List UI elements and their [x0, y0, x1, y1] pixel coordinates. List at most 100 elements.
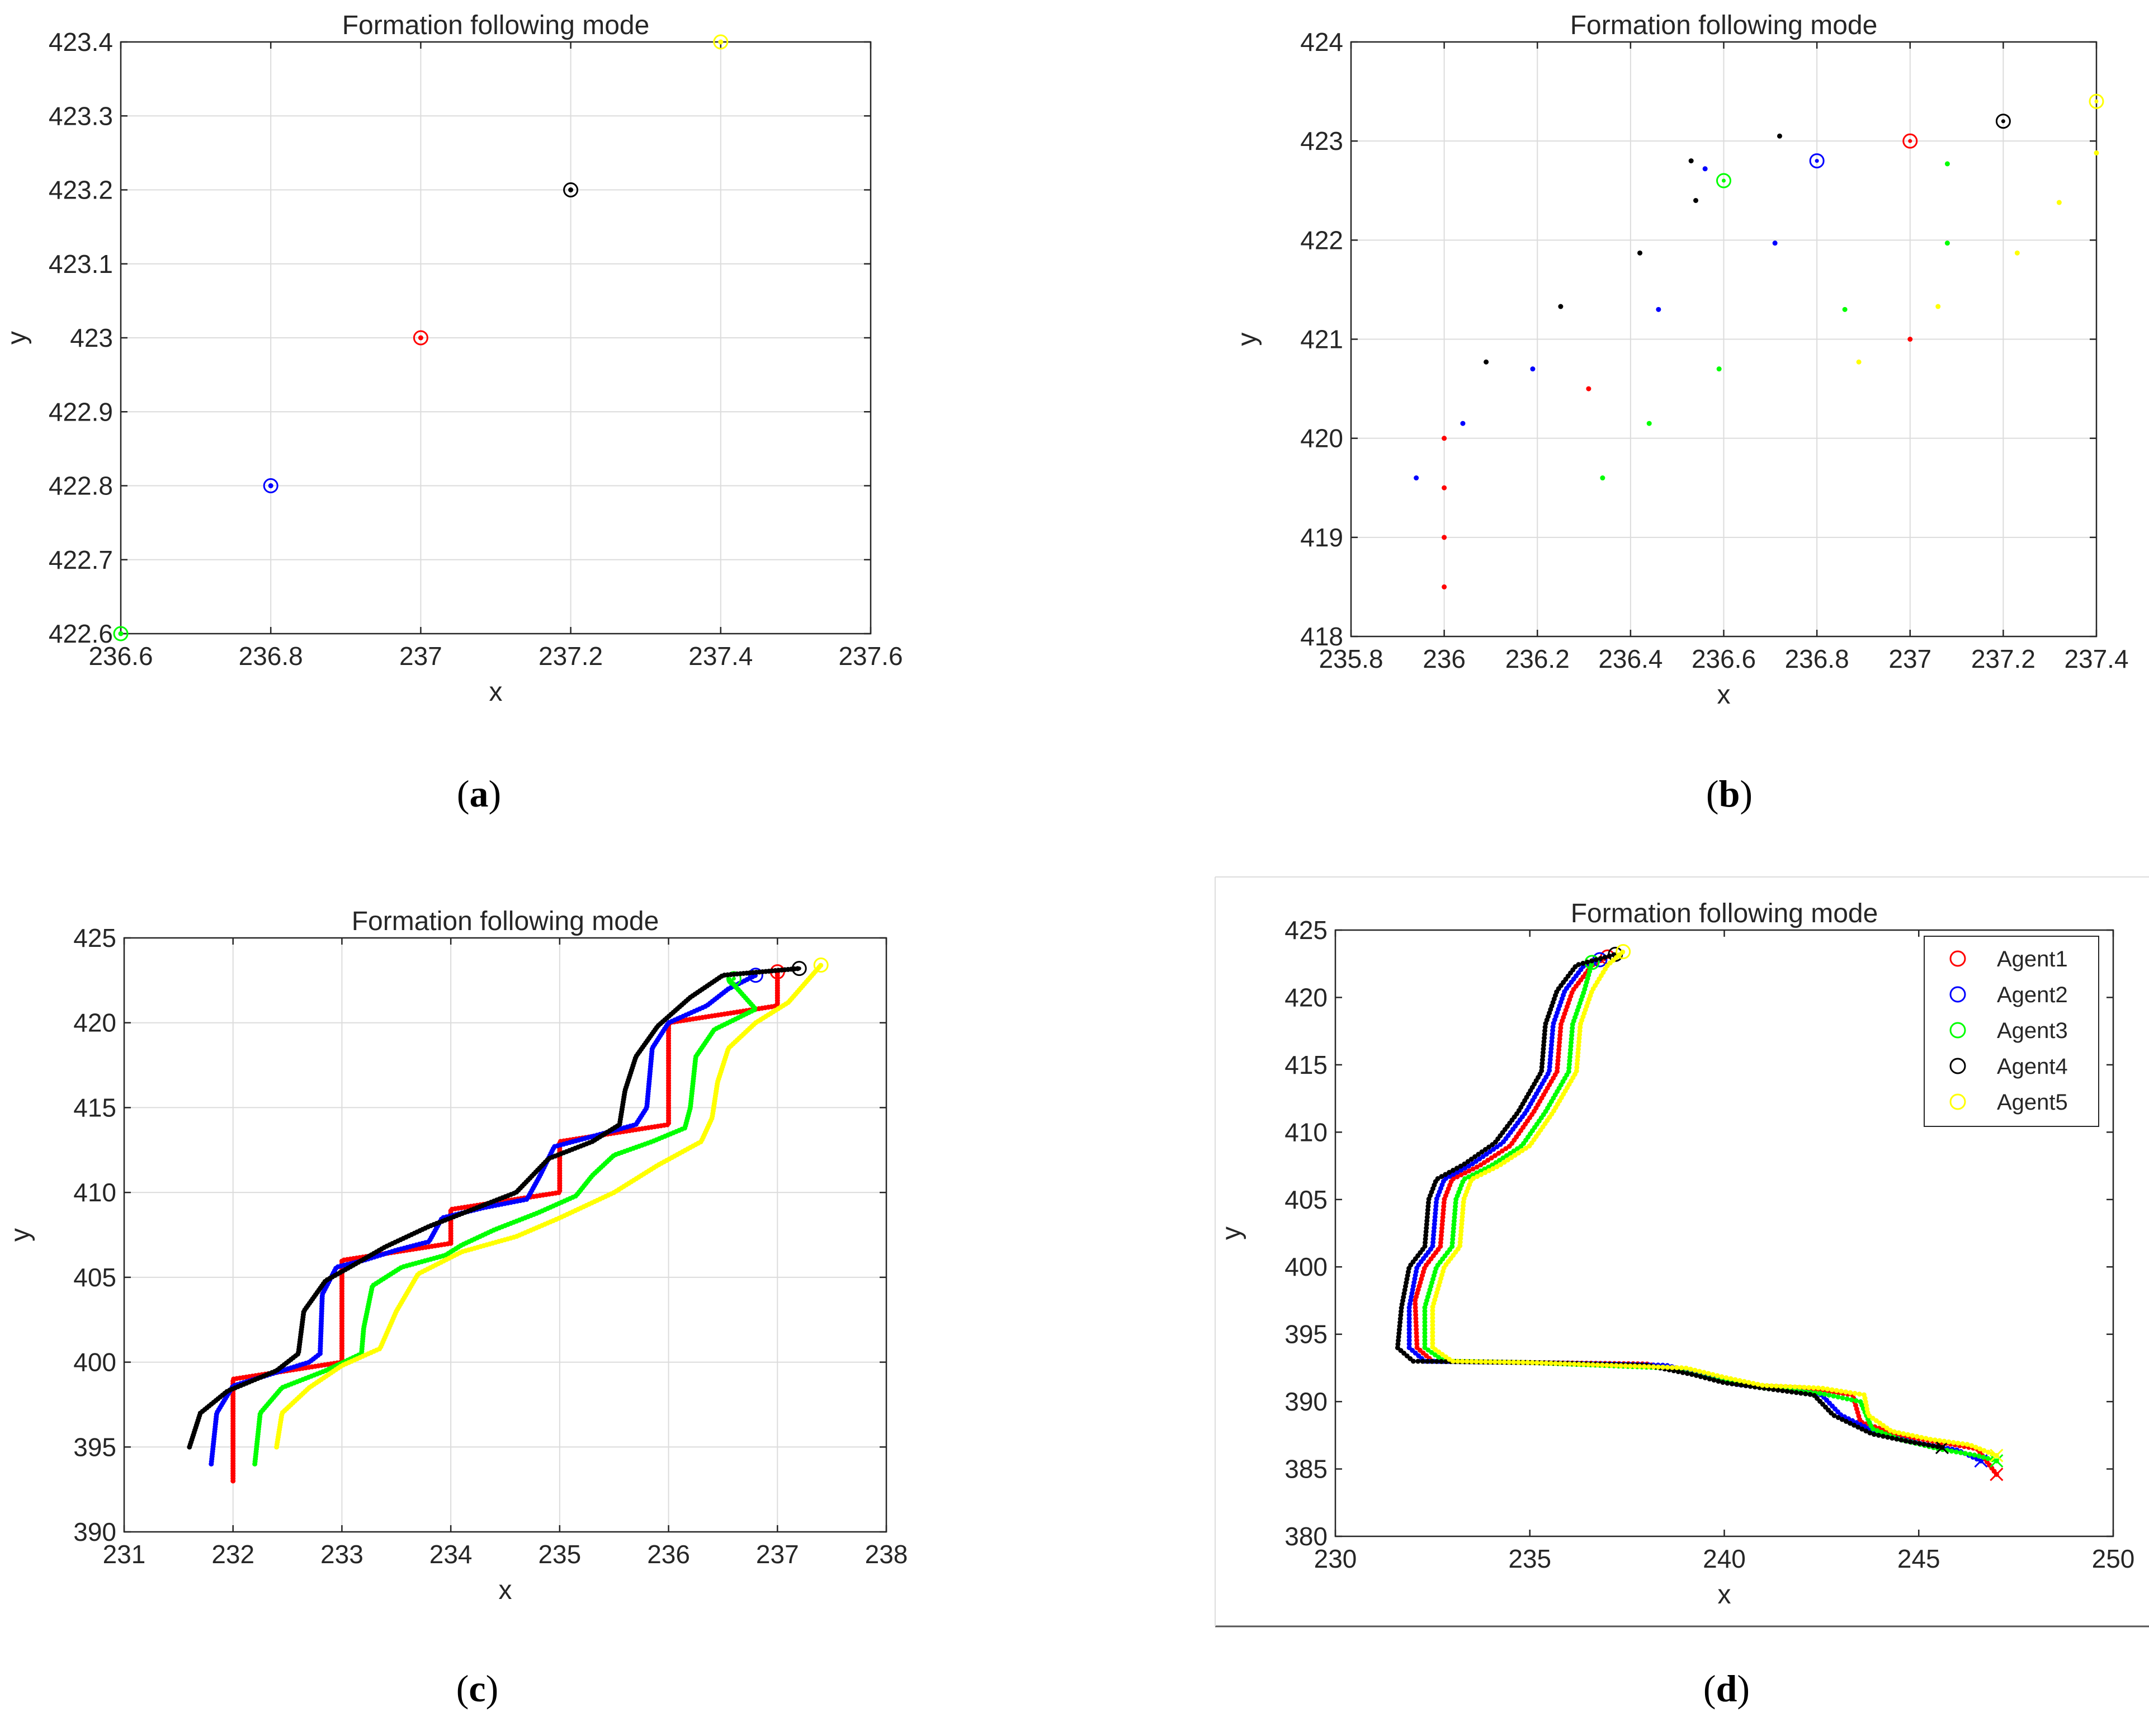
agent4-trajectory-point: [1422, 1243, 1428, 1249]
agent4-point: [1688, 158, 1694, 164]
agent3-trajectory-point: [1831, 1393, 1836, 1399]
agent5-trajectory-point: [1430, 1322, 1435, 1328]
y-tick-label: 423.1: [49, 249, 113, 279]
agent1-trajectory-point: [1503, 1146, 1509, 1152]
agent2-trajectory-point: [1466, 1163, 1472, 1169]
agent4-trajectory-point: [1803, 1391, 1808, 1397]
agent5-point: [2014, 250, 2020, 256]
y-tick-label: 390: [73, 1517, 116, 1546]
agent1-trajectory-point: [1438, 1233, 1444, 1238]
agent4-trajectory-point: [1689, 1371, 1694, 1377]
agent2-trajectory-point: [1432, 1225, 1437, 1230]
agent4-trajectory-point: [1429, 1358, 1435, 1364]
agent3-trajectory-point: [1451, 1222, 1457, 1228]
agent5-trajectory-point: [1969, 1443, 1975, 1449]
data-layer: [1414, 93, 2104, 589]
agent2-point: [1702, 166, 1708, 172]
agent4-trajectory-point: [1602, 955, 1608, 960]
y-tick-label: 395: [73, 1432, 116, 1461]
agent4-trajectory-point: [1424, 1221, 1429, 1227]
agent4-trajectory-point: [1867, 1430, 1873, 1436]
agent5-trajectory-point: [1430, 1308, 1435, 1313]
agent3-trajectory-point: [1567, 1058, 1572, 1064]
y-tick-label: 415: [73, 1093, 116, 1122]
agent4-trajectory-point: [1859, 1426, 1865, 1432]
agent4-final-position-marker: [1995, 114, 2011, 129]
agent5-final-position-marker: [713, 34, 729, 50]
agent1-trajectory-point: [1496, 1150, 1501, 1156]
legend-label-agent3: Agent3: [1997, 1018, 2068, 1043]
agent5-trajectory-point: [1525, 1360, 1531, 1365]
agent5-final-position-marker: [1616, 944, 1631, 960]
agent3-trajectory-point: [1568, 1047, 1574, 1053]
agent4-trajectory-point: [1898, 1437, 1904, 1443]
agent5-trajectory-point: [1519, 1148, 1525, 1153]
agent2-trajectory-point: [1462, 1166, 1468, 1171]
agent4-trajectory-point: [1450, 1168, 1456, 1173]
agent1-trajectory-point: [1470, 1166, 1476, 1172]
agent2-trajectory-point: [1406, 1323, 1412, 1329]
agent5-trajectory-point: [1741, 1379, 1747, 1384]
agent4-trajectory-point: [1720, 1380, 1726, 1385]
agent4-trajectory-point: [1789, 1389, 1794, 1395]
agent5-trajectory-point: [1960, 1441, 1966, 1447]
agent2-trajectory-point: [1432, 1214, 1438, 1220]
agent5-trajectory-point: [1430, 1344, 1435, 1350]
agent5-trajectory-point: [1455, 1358, 1461, 1364]
y-tick-label: 418: [1300, 622, 1343, 651]
agent1-trajectory-point: [1462, 1170, 1468, 1176]
x-axis-label: x: [489, 677, 503, 707]
agent5-trajectory-point: [1506, 1360, 1512, 1365]
agent4-trajectory-point: [1539, 1060, 1545, 1066]
agent5-trajectory-point: [1430, 1333, 1435, 1339]
agent3-trajectory-point: [1422, 1327, 1428, 1332]
agent4-trajectory-point: [1890, 1435, 1895, 1441]
agent5-trajectory-point: [1811, 1385, 1816, 1390]
agent4-trajectory-point: [1711, 1378, 1717, 1383]
x-tick-label: 237.2: [539, 641, 603, 671]
agent3-trajectory-point: [1453, 1200, 1458, 1206]
agent1-trajectory-point: [1555, 1065, 1560, 1070]
y-tick-label: 395: [1284, 1320, 1328, 1349]
y-tick-label: 420: [1300, 424, 1343, 453]
agent5-trajectory-point: [1955, 1440, 1961, 1446]
agent2-trajectory-point: [1406, 1312, 1412, 1318]
agent3-trajectory-point: [1826, 1392, 1832, 1398]
agent5-trajectory-point: [1843, 1389, 1849, 1395]
agent2-point: [1530, 366, 1536, 372]
legend: Agent1 Agent2 Agent3 Agent4 Agent5: [1924, 936, 2099, 1127]
agent5-trajectory-point: [1637, 1364, 1642, 1369]
agent3-trajectory-point: [1511, 1148, 1517, 1154]
agent3-trajectory-point: [1500, 1155, 1506, 1161]
agent3-trajectory-point: [1504, 1153, 1509, 1158]
agent2-trajectory-point: [1547, 1056, 1553, 1062]
agent5-trajectory-point: [1553, 1361, 1558, 1366]
agent3-trajectory-point: [1569, 1032, 1575, 1038]
agent5-trajectory-point: [1450, 1358, 1456, 1364]
agent1-trajectory-point: [1556, 1050, 1561, 1056]
agent3-trajectory-point: [1451, 1225, 1456, 1231]
legend-box: [1924, 936, 2099, 1127]
agent2-final-position-marker: [1809, 153, 1825, 169]
agent3-trajectory-point: [1496, 1158, 1502, 1163]
agent5-trajectory-point: [1575, 1054, 1580, 1059]
agent5-trajectory-point: [1783, 1384, 1788, 1389]
agent3-trajectory-point: [1569, 1040, 1574, 1045]
x-tick-label: 237.4: [688, 641, 753, 671]
legend-marker-agent2: [1949, 986, 1966, 1003]
y-tick-label: 423.3: [49, 101, 113, 130]
chart-title: Formation following mode: [342, 11, 650, 40]
x-tick-label: 233: [320, 1540, 363, 1569]
agent3-trajectory-point: [1566, 1069, 1571, 1074]
y-axis-label: y: [1232, 333, 1262, 346]
agent3-trajectory-point: [1449, 1244, 1455, 1249]
agent5-start-marker: [1990, 1449, 2004, 1463]
agent5-trajectory-point: [1977, 1446, 1983, 1452]
agent5-trajectory-point: [1651, 1364, 1656, 1370]
y-axis-label: y: [2, 331, 32, 345]
agent5-trajectory-point: [1585, 1362, 1591, 1367]
agent2-trajectory-point: [1432, 1221, 1437, 1227]
agent5-trajectory-point: [1861, 1392, 1867, 1398]
agent4-trajectory-point: [1434, 1358, 1439, 1364]
agent5-trajectory-point: [1964, 1442, 1970, 1447]
